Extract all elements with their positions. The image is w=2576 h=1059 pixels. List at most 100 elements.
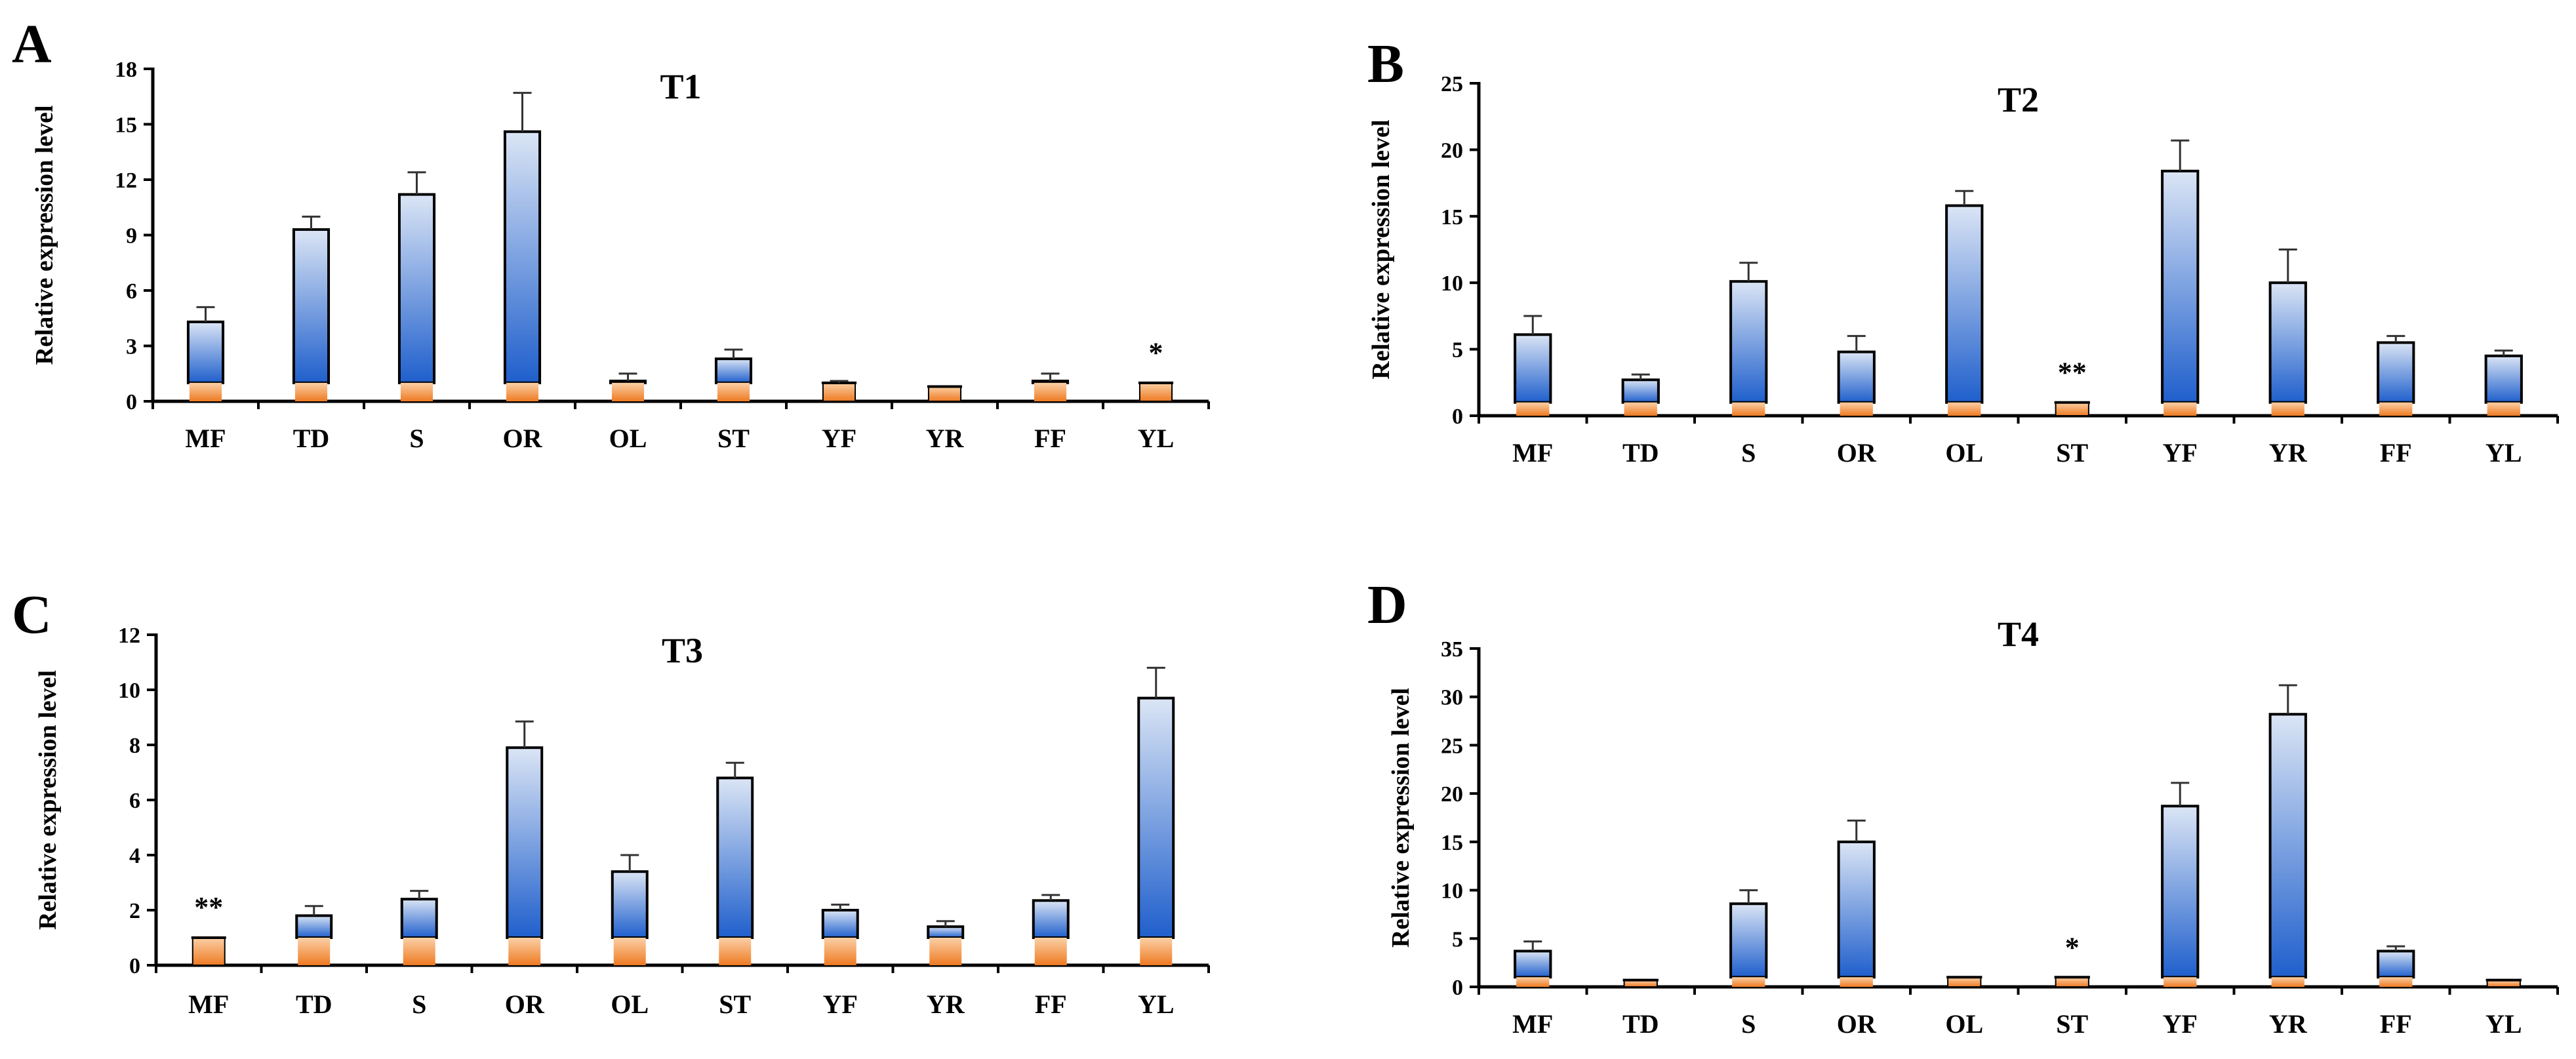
bar-or — [506, 746, 544, 939]
x-tick-label: OR — [1837, 1009, 1877, 1039]
y-tick-label: 0 — [126, 390, 137, 414]
y-tick-label: 12 — [118, 624, 140, 648]
y-axis-label: Relative expression level — [1387, 688, 1415, 948]
y-tick-label: 18 — [115, 58, 137, 82]
bar-baseline-mf — [191, 937, 226, 966]
bar-mf — [1514, 333, 1552, 404]
bar-baseline-ff — [2379, 977, 2413, 987]
bar-baseline-td — [1624, 402, 1657, 416]
x-tick-label: YR — [2269, 1009, 2308, 1039]
x-tick-label: YL — [2485, 1009, 2522, 1039]
bar-or — [1837, 840, 1876, 979]
x-tick-label: ST — [717, 424, 750, 453]
x-tick-label: FF — [2380, 1009, 2412, 1039]
y-tick-label: 10 — [1441, 271, 1463, 296]
x-tick-label: YR — [927, 989, 965, 1019]
bar-ol — [609, 380, 647, 384]
x-tick-label: S — [412, 989, 426, 1019]
bar-baseline-yf — [2163, 402, 2197, 416]
x-tick-label: S — [1741, 438, 1756, 468]
chart-panel-b: B T2 Relative expression level 0 5 10 15 20 25 MF… — [1367, 33, 2559, 468]
x-tick-label: YF — [2163, 438, 2198, 468]
panel-label: D — [1367, 574, 1407, 635]
bar-mf — [186, 320, 225, 384]
bar-ff — [2377, 949, 2415, 979]
bar-baseline-mf — [1516, 402, 1550, 416]
x-tick-label: ST — [2056, 438, 2088, 468]
y-tick-label: 15 — [1441, 831, 1463, 855]
x-tick-label: FF — [1034, 424, 1066, 453]
bar-baseline-ol — [613, 938, 646, 965]
x-tick-label: S — [1741, 1009, 1756, 1039]
y-tick-label: 6 — [126, 279, 137, 304]
x-tick-label: MF — [188, 989, 229, 1019]
x-tick-label: TD — [293, 424, 330, 453]
x-tick-label: TD — [1622, 1009, 1659, 1039]
bar-s — [1729, 902, 1768, 979]
chart-title: T3 — [662, 631, 703, 670]
bar-baseline-yr — [927, 386, 962, 403]
bar-yr — [927, 925, 965, 939]
bar-mf — [1514, 949, 1552, 979]
y-tick-label: 5 — [1452, 338, 1463, 363]
chart-title: T2 — [1998, 80, 2039, 119]
chart-panel-a: A T1 Relative expression level 0 3 6 9 12 15 18 MF… — [12, 14, 1210, 453]
bar-ol — [611, 870, 649, 939]
y-tick-label: 30 — [1441, 686, 1463, 710]
significance-marker: ** — [2058, 357, 2087, 389]
bar-baseline-ol — [1948, 402, 1981, 416]
x-tick-label: MF — [185, 424, 226, 453]
x-tick-label: TD — [296, 989, 332, 1019]
bar-baseline-yl — [2487, 402, 2520, 416]
bar-yr — [2268, 713, 2307, 979]
x-tick-label: FF — [2380, 438, 2412, 468]
bar-baseline-yf — [824, 938, 856, 965]
x-tick-label: FF — [1035, 989, 1067, 1019]
y-tick-label: 0 — [129, 954, 140, 978]
bar-baseline-s — [403, 938, 435, 965]
bar-s — [397, 193, 436, 384]
bar-baseline-td — [294, 382, 328, 401]
x-tick-label: YL — [1138, 424, 1175, 453]
significance-marker: * — [2065, 932, 2080, 964]
x-tick-label: YF — [2163, 1009, 2198, 1039]
bar-yf — [821, 909, 859, 939]
y-tick-label: 9 — [126, 224, 137, 249]
y-tick-label: 20 — [1441, 138, 1463, 163]
y-tick-label: 15 — [115, 113, 137, 138]
bar-td — [1621, 378, 1660, 404]
x-tick-label: S — [409, 424, 424, 453]
bar-baseline-mf — [1516, 977, 1550, 987]
x-tick-label: OL — [609, 424, 647, 453]
bar-td — [292, 228, 331, 384]
x-tick-label: OR — [505, 989, 545, 1019]
bar-baseline-st — [719, 938, 752, 965]
bar-baseline-yr — [2271, 977, 2304, 987]
bar-baseline-st — [2055, 976, 2089, 988]
x-tick-label: OR — [1837, 438, 1877, 468]
bar-yr — [2268, 281, 2307, 404]
bar-yf — [2161, 169, 2200, 404]
bar-yl — [2484, 354, 2523, 404]
bar-baseline-s — [1732, 402, 1765, 416]
bar-baseline-yl — [1140, 938, 1173, 965]
bar-baseline-ol — [611, 382, 645, 401]
bar-baseline-ol — [1947, 976, 1982, 988]
bar-baseline-yr — [2271, 402, 2304, 416]
y-tick-label: 25 — [1441, 734, 1463, 758]
y-tick-label: 35 — [1441, 637, 1463, 662]
y-tick-label: 5 — [1452, 927, 1463, 951]
y-tick-label: 4 — [129, 844, 140, 868]
chart-title: T1 — [660, 67, 701, 106]
panel-label: A — [12, 14, 52, 75]
bar-baseline-or — [1840, 977, 1873, 987]
y-tick-label: 0 — [1452, 976, 1463, 1000]
y-axis-label: Relative expression level — [31, 105, 58, 365]
bar-baseline-s — [1732, 977, 1765, 987]
y-tick-label: 20 — [1441, 782, 1463, 807]
bar-baseline-yf — [822, 382, 856, 402]
bar-st — [714, 357, 753, 384]
panel-label: C — [12, 584, 52, 645]
x-tick-label: YL — [1138, 989, 1175, 1019]
